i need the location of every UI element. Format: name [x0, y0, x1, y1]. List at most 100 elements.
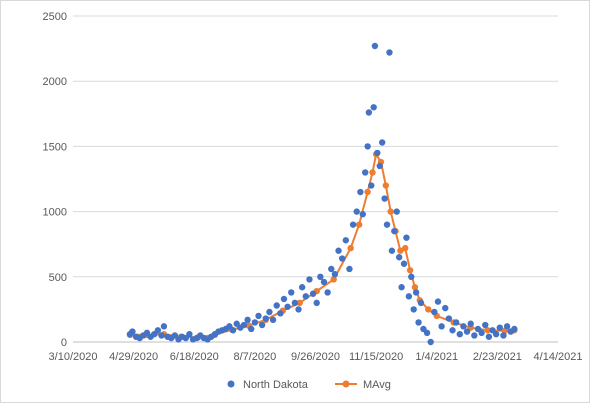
- north-dakota-point: [398, 284, 405, 291]
- y-tick-label: 2000: [43, 76, 67, 88]
- series-mavg: [126, 151, 518, 341]
- mavg-point: [387, 208, 394, 215]
- north-dakota-point: [317, 273, 324, 280]
- north-dakota-point: [313, 299, 320, 307]
- north-dakota-point: [229, 327, 237, 334]
- north-dakota-point: [485, 333, 493, 340]
- mavg-point: [411, 284, 419, 291]
- north-dakota-point: [357, 188, 364, 196]
- legend-marker-north-dakota: [227, 380, 235, 388]
- north-dakota-point: [262, 315, 269, 322]
- x-tick-label: 6/18/2020: [170, 351, 219, 363]
- north-dakota-point: [371, 42, 379, 50]
- north-dakota-point: [423, 329, 431, 337]
- north-dakota-point: [370, 104, 377, 111]
- north-dakota-point: [467, 320, 474, 327]
- north-dakota-point: [471, 332, 478, 339]
- gridlines: [73, 15, 558, 343]
- north-dakota-point: [456, 330, 463, 338]
- north-dakota-point: [391, 227, 398, 235]
- north-dakota-point: [376, 162, 383, 170]
- y-axis: 0 500 1000 1500 2000 2500: [43, 11, 67, 349]
- mavg-point: [364, 188, 371, 196]
- mavg-point: [425, 306, 432, 313]
- north-dakota-point: [500, 332, 507, 339]
- north-dakota-point: [365, 109, 373, 116]
- north-dakota-point: [284, 303, 291, 310]
- mavg-point: [484, 327, 491, 334]
- mavg-point: [296, 299, 303, 307]
- mavg-line: [130, 151, 515, 339]
- north-dakota-point: [158, 332, 165, 339]
- north-dakota-point: [331, 270, 339, 278]
- north-dakota-point: [240, 321, 248, 329]
- north-dakota-point: [378, 139, 386, 146]
- series-north-dakota: [126, 42, 518, 346]
- north-dakota-point: [266, 308, 273, 316]
- north-dakota-point: [342, 237, 350, 244]
- mavg-point: [355, 221, 363, 228]
- north-dakota-point: [381, 195, 388, 202]
- north-dakota-point: [338, 255, 346, 262]
- mavg-point: [369, 169, 376, 176]
- north-dakota-point: [129, 328, 136, 335]
- x-tick-label: 4/14/2021: [534, 351, 583, 363]
- north-dakota-point: [353, 208, 360, 215]
- north-dakota-point: [449, 327, 456, 334]
- north-dakota-point: [255, 312, 262, 320]
- north-dakota-point: [368, 182, 375, 189]
- legend: North Dakota MAvg: [227, 379, 391, 391]
- north-dakota-point: [412, 289, 420, 296]
- north-dakota-point: [400, 260, 408, 267]
- north-dakota-point: [306, 276, 313, 283]
- north-dakota-point: [395, 254, 403, 261]
- x-tick-label: 4/29/2020: [109, 351, 158, 363]
- x-tick-label: 3/10/2020: [49, 351, 98, 363]
- y-tick-label: 1000: [43, 207, 67, 219]
- north-dakota-point: [244, 316, 251, 324]
- mavg-point: [397, 247, 404, 254]
- north-dakota-point: [251, 319, 259, 326]
- legend-label-north-dakota: North Dakota: [243, 379, 309, 391]
- north-dakota-point: [362, 169, 369, 176]
- y-tick-label: 0: [61, 337, 67, 349]
- legend-label-mavg: MAvg: [363, 379, 391, 391]
- y-tick-label: 1500: [43, 141, 67, 153]
- north-dakota-point: [415, 319, 422, 326]
- north-dakota-point: [434, 298, 442, 305]
- north-dakota-point: [320, 278, 328, 286]
- north-dakota-point: [288, 289, 295, 296]
- north-dakota-point: [442, 304, 449, 312]
- x-tick-label: 9/26/2020: [291, 351, 340, 363]
- north-dakota-point: [408, 273, 415, 280]
- north-dakota-point: [359, 211, 366, 218]
- north-dakota-point: [277, 310, 284, 317]
- north-dakota-point: [463, 328, 471, 335]
- north-dakota-point: [328, 265, 335, 273]
- x-tick-label: 1/4/2021: [415, 351, 458, 363]
- y-tick-label: 2500: [43, 11, 67, 23]
- north-dakota-point: [374, 149, 381, 157]
- north-dakota-point: [482, 321, 489, 329]
- north-dakota-point: [445, 315, 453, 322]
- north-dakota-point: [269, 316, 277, 324]
- north-dakota-point: [478, 329, 485, 337]
- north-dakota-point: [503, 323, 511, 330]
- north-dakota-point: [364, 143, 371, 150]
- mavg-point: [402, 244, 409, 252]
- north-dakota-point: [309, 290, 317, 297]
- x-axis: 3/10/2020 4/29/2020 6/18/2020 8/7/2020 9/26/…: [49, 351, 583, 363]
- north-dakota-point: [438, 323, 445, 330]
- north-dakota-point: [186, 330, 193, 338]
- north-dakota-point: [324, 289, 331, 296]
- north-dakota-point: [431, 308, 438, 316]
- north-dakota-point: [346, 265, 353, 273]
- y-tick-label: 500: [49, 272, 67, 284]
- mavg-point: [347, 244, 354, 252]
- north-dakota-point: [154, 327, 162, 334]
- north-dakota-point: [417, 299, 425, 307]
- north-dakota-point: [273, 302, 280, 309]
- north-dakota-point: [427, 338, 434, 346]
- north-dakota-point: [492, 330, 500, 338]
